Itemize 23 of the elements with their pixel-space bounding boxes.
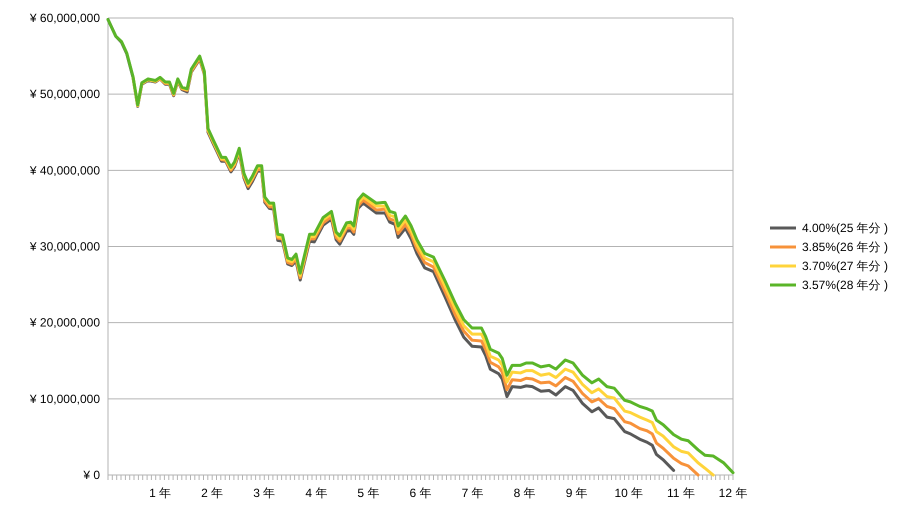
- y-tick-label: ¥ 40,000,000: [28, 163, 100, 178]
- x-tick-label: 10 年: [614, 486, 644, 500]
- x-tick-label: 5 年: [357, 486, 380, 500]
- legend-label: 3.57%(28 年分 ): [802, 278, 888, 292]
- legend-label: 3.85%(26 年分 ): [802, 240, 888, 254]
- legend-label: 4.00%(25 年分 ): [802, 221, 888, 235]
- x-tick-label: 2 年: [201, 486, 224, 500]
- x-tick-label: 6 年: [409, 486, 432, 500]
- x-tick-label: 4 年: [305, 486, 328, 500]
- x-tick-label: 1 年: [149, 486, 172, 500]
- x-tick-label: 3 年: [253, 486, 276, 500]
- y-tick-label: ¥ 20,000,000: [28, 316, 100, 330]
- x-tick-label: 12 年: [718, 486, 748, 500]
- x-tick-label: 8 年: [514, 486, 536, 500]
- x-tick-label: 7 年: [462, 486, 484, 500]
- y-tick-label: ¥ 50,000,000: [28, 87, 100, 102]
- x-tick-label: 9 年: [566, 486, 588, 500]
- legend-label: 3.70%(27 年分 ): [802, 259, 888, 273]
- y-tick-label: ¥ 0: [82, 468, 100, 482]
- y-tick-label: ¥ 30,000,000: [28, 240, 100, 254]
- x-tick-label: 11 年: [667, 486, 695, 500]
- y-tick-label: ¥ 60,000,000: [28, 11, 100, 25]
- y-tick-label: ¥ 10,000,000: [28, 392, 100, 406]
